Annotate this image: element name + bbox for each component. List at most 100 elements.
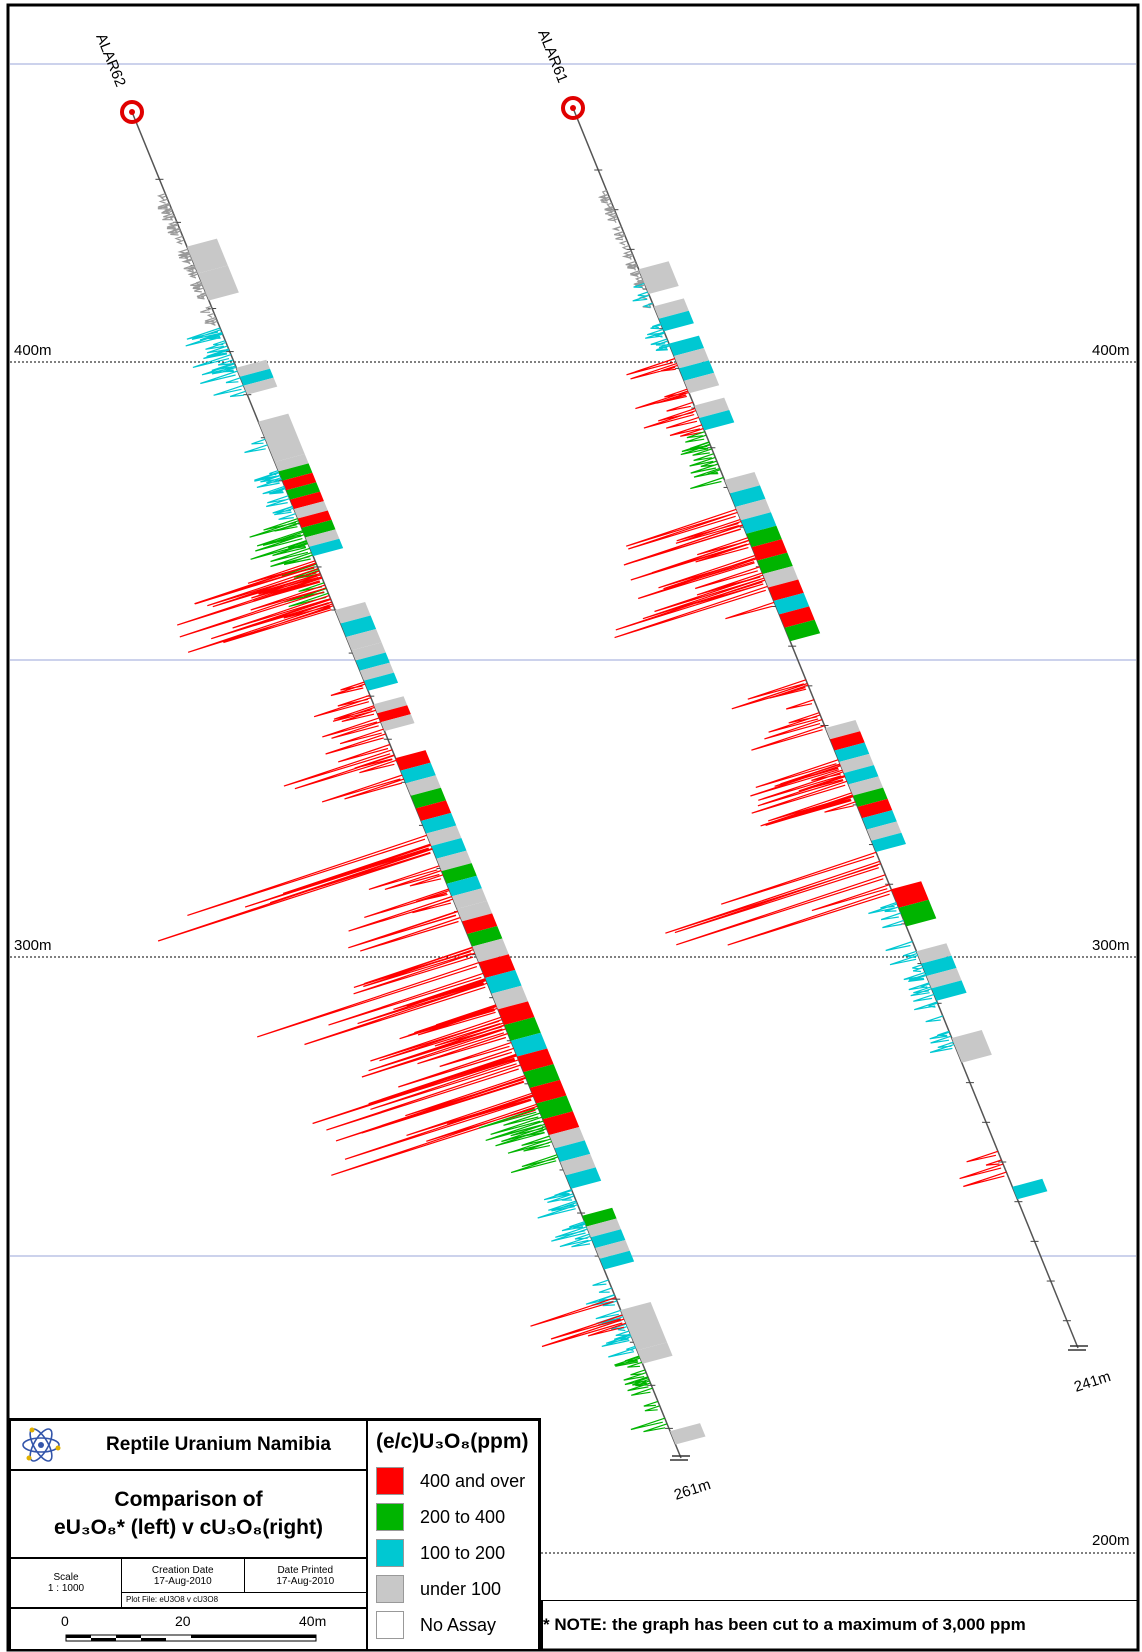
assay-block (243, 377, 278, 395)
legend-item: under 100 (376, 1571, 538, 1607)
assay-block (757, 552, 793, 575)
scalebar-tick-20: 20 (175, 1613, 191, 1629)
assay-block (301, 519, 336, 538)
grade-trace (537, 1189, 593, 1248)
assay-block (582, 1207, 617, 1227)
note-text: * NOTE: the graph has been cut to a maxi… (543, 1615, 1026, 1634)
assay-block (729, 485, 766, 507)
assay-block (590, 1229, 626, 1249)
assay-block (866, 821, 902, 841)
company-name: Reptile Uranium Namibia (106, 1434, 331, 1455)
grade-trace (361, 1004, 515, 1088)
assay-block (446, 875, 482, 897)
assay-block (921, 955, 957, 976)
assay-block (410, 787, 447, 809)
assay-block (586, 1218, 621, 1238)
assay-block (197, 265, 239, 301)
assay-block (478, 954, 516, 978)
assay-block (653, 298, 689, 319)
assay-block (510, 1032, 548, 1057)
legend-swatch (376, 1467, 404, 1495)
assay-block (491, 985, 528, 1010)
legend-swatch (376, 1503, 404, 1531)
assay-block (373, 696, 408, 714)
elevation-label-right-400: 400m (1092, 342, 1130, 359)
end-label-alar61: 241m (1072, 1368, 1113, 1396)
assay-block (274, 453, 309, 472)
assay-block (549, 1126, 585, 1149)
assay-block (236, 359, 270, 377)
assay-block (431, 838, 467, 859)
creation-date-label: Creation Date (151, 1564, 214, 1576)
assay-block (839, 753, 874, 774)
grade-trace (731, 679, 825, 751)
legend-item: 400 and over (376, 1463, 538, 1499)
plot-title-line2: eU₃O₈* (left) v cU₃O₈(right) (54, 1516, 323, 1539)
assay-block (504, 1017, 541, 1041)
assay-block (498, 1001, 535, 1026)
assay-block (451, 888, 488, 909)
date-printed-cell: Date Printed 17-Aug-2010 (244, 1559, 366, 1593)
legend-label: 100 to 200 (420, 1542, 506, 1563)
assay-block (843, 765, 879, 785)
assay-block (751, 539, 788, 561)
assay-block (773, 592, 810, 615)
legend: (e/c)U₃O₈(ppm) 400 and over 200 to 400 1… (368, 1421, 538, 1649)
plot-title-line1: Comparison of (114, 1488, 263, 1511)
assay-block (746, 525, 782, 548)
legend-title: (e/c)U₃O₈(ppm) (376, 1430, 529, 1453)
plot-title: Comparison of eU₃O₈* (left) v cU₃O₈(righ… (11, 1471, 366, 1559)
scalebar-tick-40: 40m (299, 1613, 327, 1629)
assay-block (871, 832, 906, 852)
scale-cell: Scale 1 : 1000 (11, 1559, 122, 1607)
legend-swatch (376, 1575, 404, 1603)
assay-block (400, 762, 436, 784)
grade-trace (479, 1107, 559, 1174)
assay-block (293, 501, 328, 519)
assay-block (542, 1111, 580, 1135)
collar-icon-alar61 (561, 96, 585, 120)
assay-block (735, 498, 771, 521)
assay-block (684, 372, 720, 394)
assay-block (380, 714, 415, 732)
assay-block (825, 720, 861, 740)
assay-block (286, 482, 321, 500)
assay-block (679, 360, 715, 381)
note-box (541, 1600, 1138, 1650)
dates-cell: Creation Date 17-Aug-2010 Date Printed 1… (122, 1559, 366, 1607)
plot-file: Plot File: eU3O8 v cU3O8 (126, 1595, 219, 1604)
grade-trace (959, 1150, 1007, 1188)
scale-value: 1 : 1000 (47, 1583, 85, 1594)
grade-trace (244, 438, 296, 520)
assay-block (834, 742, 870, 762)
assay-block (862, 810, 897, 830)
assay-block (472, 938, 509, 963)
grade-trace (665, 851, 892, 946)
assay-block (638, 261, 679, 294)
grade-trace (614, 558, 775, 639)
assay-block (740, 512, 777, 534)
assay-block (670, 1423, 706, 1445)
grade-trace (156, 193, 218, 326)
assay-block (891, 881, 929, 908)
assay-block (931, 980, 967, 1001)
assay-block (768, 579, 804, 601)
grade-trace (623, 508, 763, 596)
grade-trace (614, 1355, 668, 1433)
scalebar-tick-0: 0 (61, 1613, 69, 1629)
grade-trace (283, 733, 405, 803)
assay-block (305, 529, 340, 547)
scale-label: Scale (53, 1572, 79, 1583)
legend-label: 400 and over (420, 1470, 526, 1491)
assay-block (290, 491, 324, 510)
elevation-label-left-400: 400m (14, 342, 52, 359)
assay-block (1012, 1178, 1048, 1200)
legend-swatch (376, 1611, 404, 1639)
assay-block (694, 397, 730, 418)
assay-block (467, 925, 503, 947)
collar-icon-alar62 (120, 100, 144, 124)
elevation-label-left-300: 300m (14, 937, 52, 954)
assay-block (363, 672, 399, 691)
assay-block (637, 1342, 673, 1364)
